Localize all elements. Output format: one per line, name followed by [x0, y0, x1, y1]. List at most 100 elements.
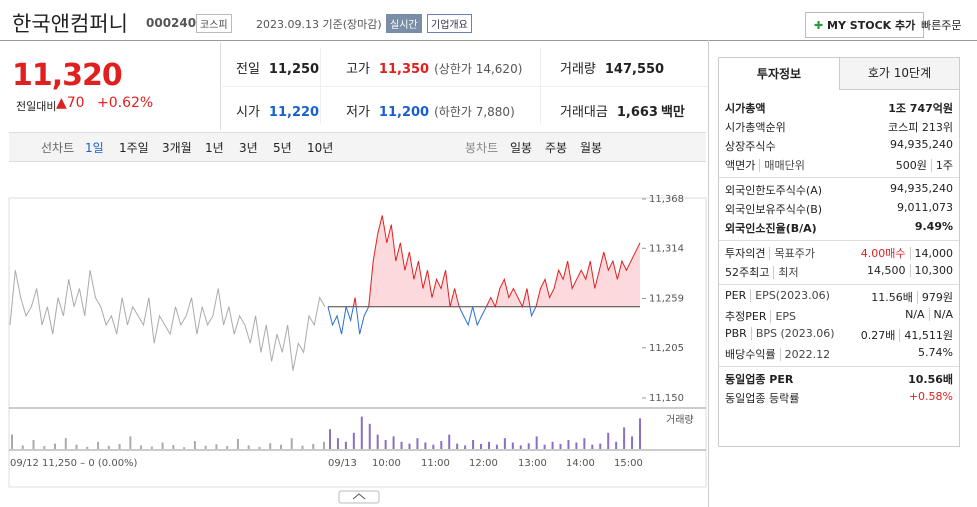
info-values: 14,500 10,300 [867, 264, 953, 277]
volume-bar [279, 444, 282, 449]
info-label: BPS (2023.06) [750, 327, 835, 340]
info-values: 코스피 213위 [888, 119, 953, 135]
info-value: 41,511원 [899, 329, 953, 342]
realtime-button[interactable]: 실시간 [386, 14, 422, 33]
volume-bar [631, 436, 634, 449]
period-tab[interactable]: 5년 [273, 141, 292, 155]
candle-tab[interactable]: 주봉 [545, 141, 568, 155]
info-value: 9.49% [914, 220, 953, 233]
header-rule [0, 40, 977, 41]
info-value: 9,011,073 [897, 201, 953, 214]
volume-bar [258, 446, 261, 449]
cell-label: 거래량 [560, 62, 596, 77]
info-value: 94,935,240 [890, 182, 953, 195]
period-tab[interactable]: 10년 [307, 141, 334, 155]
volume-bar [495, 444, 498, 449]
cell-label: 저가 [346, 105, 370, 120]
volume-bar [527, 443, 530, 449]
volume-bar [193, 441, 196, 449]
volume-label: 거래량 [666, 414, 694, 426]
info-values: 4.00매수 14,000 [861, 245, 953, 261]
candle-tab[interactable]: 월봉 [580, 141, 603, 155]
cell-label: 거래대금 [560, 105, 608, 120]
panel-divider [708, 40, 709, 507]
cell-label: 고가 [346, 62, 370, 77]
x-tick-label: 11:00 [421, 458, 450, 469]
volume-bar [432, 444, 435, 449]
volume-bar [472, 440, 475, 449]
volume-bar [639, 418, 641, 449]
period-tab[interactable]: 1일 [85, 141, 104, 155]
period-tab[interactable]: 1주일 [119, 141, 149, 155]
info-value: N/A [905, 308, 925, 321]
info-panel [718, 57, 960, 447]
info-row: 시가총액순위 코스피 213위 [725, 119, 953, 135]
cell-label: 시가 [236, 105, 260, 120]
cell-note: (상한가 14,620) [434, 62, 523, 76]
volume-bar [215, 444, 218, 449]
volume-bar [456, 443, 459, 449]
info-value: N/A [928, 308, 953, 321]
y-tick-label: 11,259 [649, 294, 684, 305]
cell-value: 1,663 [616, 105, 658, 120]
cell-value: 11,250 [268, 62, 320, 77]
volume-bar [559, 443, 562, 449]
section-rule [719, 366, 959, 367]
volume-bar [575, 442, 578, 449]
info-values: 94,935,240 [890, 182, 953, 195]
candle-tab[interactable]: 일봉 [510, 141, 533, 155]
info-value: +0.58% [908, 390, 953, 403]
section-rule [719, 177, 959, 178]
info-value: 1조 747억원 [888, 102, 953, 115]
change-pct: +0.62% [97, 95, 154, 111]
quick-order[interactable]: 빠른주문 [921, 19, 962, 32]
info-values: +0.58% [909, 390, 953, 403]
volume-bar [519, 445, 522, 449]
volume-bar [118, 443, 121, 449]
cell-value: 11,200 [378, 105, 430, 120]
volume-bar [543, 444, 546, 449]
info-label: PBR [725, 327, 747, 340]
info-values: 9,011,073 [897, 201, 953, 214]
volume-bar [440, 441, 443, 449]
info-label: 2022.12 [779, 348, 831, 361]
volume-bar [32, 440, 35, 449]
volume-bar [424, 442, 427, 449]
info-value: 10,300 [909, 264, 953, 277]
info-tab[interactable]: 호가 10단계 [839, 58, 959, 90]
info-values: 0.27배 41,511원 [861, 327, 953, 343]
change-label: 전일대비 [16, 100, 57, 113]
period-tab[interactable]: 3년 [239, 141, 258, 155]
info-value: 코스피 213위 [888, 121, 953, 134]
info-row: 액면가 매매단위 500원 1주 [725, 157, 953, 173]
info-label: 투자의견 [725, 247, 766, 260]
y-tick-label: 11,205 [649, 343, 684, 354]
info-value: 94,935,240 [890, 138, 953, 151]
volume-bar [392, 436, 395, 449]
volume-bar [503, 438, 506, 449]
info-row: 52주최고 최저 14,500 10,300 [725, 264, 953, 280]
x-tick-label: 10:00 [372, 458, 401, 469]
info-value: 14,000 [909, 247, 953, 260]
overview-dropdown[interactable]: 기업개요 [427, 14, 472, 33]
volume-bar [161, 442, 164, 449]
price: 11,320 [12, 58, 123, 93]
period-tab[interactable]: 1년 [205, 141, 224, 155]
rise-area [353, 215, 640, 307]
volume-bar [376, 434, 379, 449]
volume-bar [615, 441, 618, 449]
mystock-button[interactable]: ✚ MY STOCK 추가 [805, 12, 925, 38]
tab-label: 봉차트 [465, 141, 499, 155]
info-label: EPS [770, 310, 797, 323]
period-tab[interactable]: 3개월 [162, 141, 192, 155]
info-values: 11.56배 979원 [871, 289, 953, 305]
market-badge: 코스피 [196, 14, 232, 33]
collapse-button[interactable] [338, 490, 380, 504]
y-tick-label: 11,314 [649, 243, 684, 254]
plus-icon: ✚ [814, 19, 828, 32]
info-tab[interactable]: 투자정보 [719, 58, 839, 90]
info-values: 94,935,240 [890, 138, 953, 151]
quote-cell: 고가 11,350 (상한가 14,620) [346, 58, 522, 77]
prev-day-line [9, 270, 326, 371]
